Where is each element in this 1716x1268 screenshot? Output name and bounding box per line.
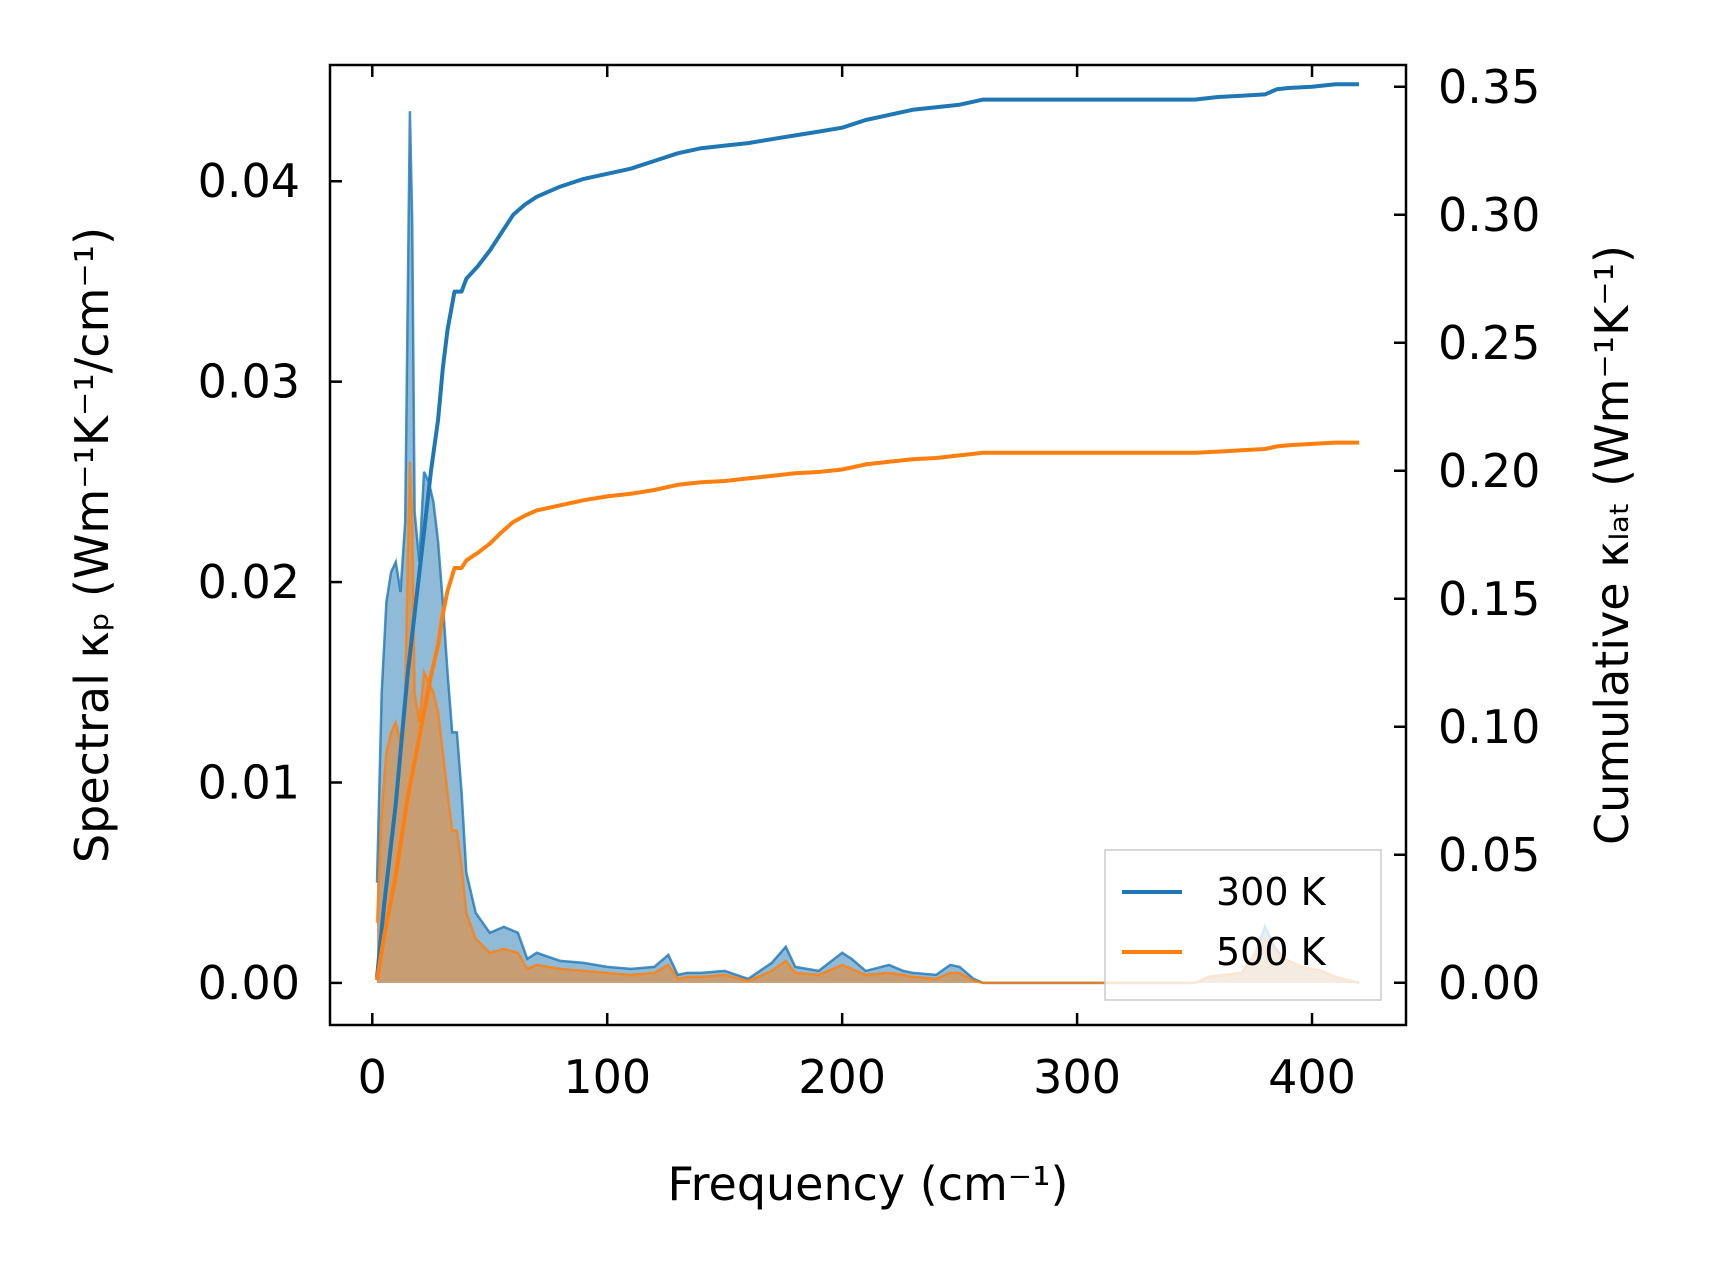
- right-y-tick-label: 0.20: [1438, 444, 1540, 498]
- cumulative-line-300k: [375, 82, 1359, 978]
- x-tick-label: 100: [563, 1050, 651, 1104]
- legend-label-300k: 300 K: [1216, 870, 1327, 914]
- legend-label-500k: 500 K: [1216, 930, 1327, 974]
- right-y-tick-label: 0.25: [1438, 316, 1540, 370]
- x-tick-label: 200: [798, 1050, 886, 1104]
- x-tick-label: 400: [1268, 1050, 1356, 1104]
- tick-layer: 0 100 200 300 400 0.00 0.01 0.02 0.03 0.04 0.00 0.0…: [198, 60, 1541, 1104]
- cumulative-line-500k: [375, 440, 1359, 981]
- x-tick-label: 0: [358, 1050, 387, 1104]
- left-y-tick-label: 0.00: [198, 956, 300, 1010]
- left-y-tick-label: 0.04: [198, 154, 300, 208]
- legend-box: [1104, 849, 1382, 1001]
- cumulative-line-layer: [375, 82, 1359, 981]
- right-y-tick-label: 0.05: [1438, 828, 1540, 882]
- plot-frame: [328, 63, 1408, 1027]
- left-axis-title: Spectral κₚ (Wm⁻¹K⁻¹/cm⁻¹): [65, 227, 119, 863]
- right-axis-title: Cumulative κₗₐₜ (Wm⁻¹K⁻¹): [1585, 245, 1639, 845]
- left-y-tick-label: 0.02: [198, 555, 300, 609]
- right-y-tick-label: 0.15: [1438, 572, 1540, 626]
- left-y-tick-label: 0.03: [198, 355, 300, 409]
- x-tick-label: 300: [1033, 1050, 1121, 1104]
- x-axis-title: Frequency (cm⁻¹): [668, 1157, 1069, 1211]
- right-y-tick-label: 0.35: [1438, 60, 1540, 114]
- right-y-tick-label: 0.10: [1438, 700, 1540, 754]
- right-y-tick-label: 0.30: [1438, 188, 1540, 242]
- left-y-tick-label: 0.01: [198, 755, 300, 809]
- right-y-tick-label: 0.00: [1438, 956, 1540, 1010]
- legend: 300 K 500 K: [1104, 849, 1382, 1001]
